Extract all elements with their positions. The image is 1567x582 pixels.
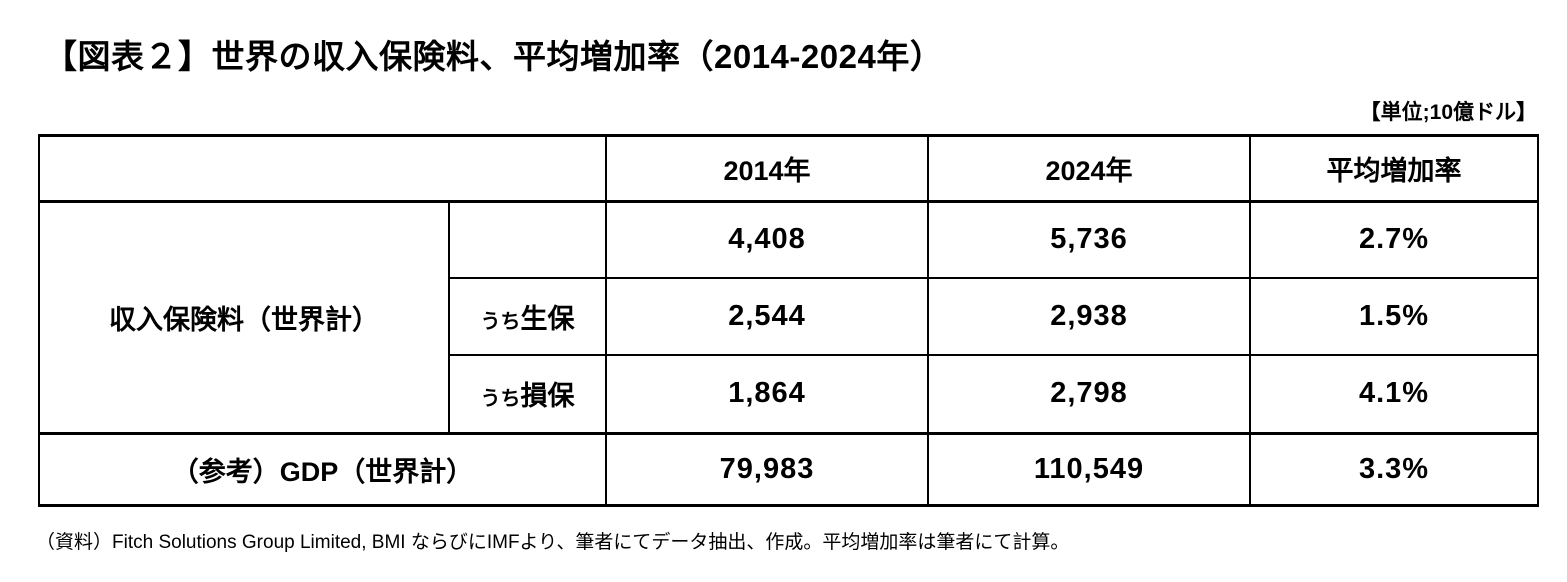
sub-label-empty-cell — [448, 200, 607, 279]
source-note: （資料）Fitch Solutions Group Limited, BMI な… — [36, 532, 1070, 553]
row-label-nonlife-prefix: うち — [480, 388, 521, 411]
row-label-nonlife: うち損保 — [448, 353, 607, 435]
row-label-life-prefix: うち — [480, 310, 521, 333]
table-row-gdp: （参考）GDP（世界計） 79,983 110,549 3.3% — [38, 432, 1539, 507]
cell-nonlife-2024: 2,798 — [927, 353, 1251, 435]
row-label-nonlife-main: 損保 — [520, 381, 575, 412]
cell-gdp-2024: 110,549 — [927, 432, 1251, 507]
table-row-premium-life: うち生保 2,544 2,938 1.5% — [39, 276, 1539, 356]
unit-label: 【単位;10億ドル】 — [1359, 101, 1537, 124]
cell-total-2014: 4,408 — [605, 200, 929, 279]
table-header-row: 2014年 2024年 平均増加率 — [38, 134, 1539, 203]
cell-gdp-growth: 3.3% — [1249, 432, 1539, 507]
column-header-growth: 平均増加率 — [1249, 134, 1539, 203]
column-header-2024: 2024年 — [927, 134, 1251, 203]
row-label-gdp: （参考）GDP（世界計） — [38, 432, 607, 507]
column-header-2014: 2014年 — [605, 134, 929, 203]
cell-nonlife-2014: 1,864 — [605, 353, 929, 435]
corner-empty-cell — [38, 134, 607, 203]
row-label-life: うち生保 — [448, 276, 607, 356]
figure-title: 【図表２】世界の収入保険料、平均増加率（2014-2024年） — [44, 38, 944, 75]
table-row-premium-total: 収入保険料（世界計） 4,408 5,736 2.7% — [38, 200, 1539, 435]
table-row-premium-nonlife: うち損保 1,864 2,798 4.1% — [39, 353, 1539, 435]
cell-gdp-2014: 79,983 — [605, 432, 929, 507]
cell-life-2014: 2,544 — [605, 276, 929, 356]
row-label-life-main: 生保 — [520, 303, 575, 334]
cell-total-growth: 2.7% — [1249, 200, 1539, 279]
row-group-label: 収入保険料（世界計） — [38, 200, 450, 435]
cell-total-2024: 5,736 — [927, 200, 1251, 279]
premium-table: 2014年 2024年 平均増加率 収入保険料（世界計） 4,408 5,736… — [38, 134, 1539, 507]
cell-life-2024: 2,938 — [927, 276, 1251, 356]
cell-life-growth: 1.5% — [1249, 276, 1539, 356]
cell-nonlife-growth: 4.1% — [1249, 353, 1539, 435]
